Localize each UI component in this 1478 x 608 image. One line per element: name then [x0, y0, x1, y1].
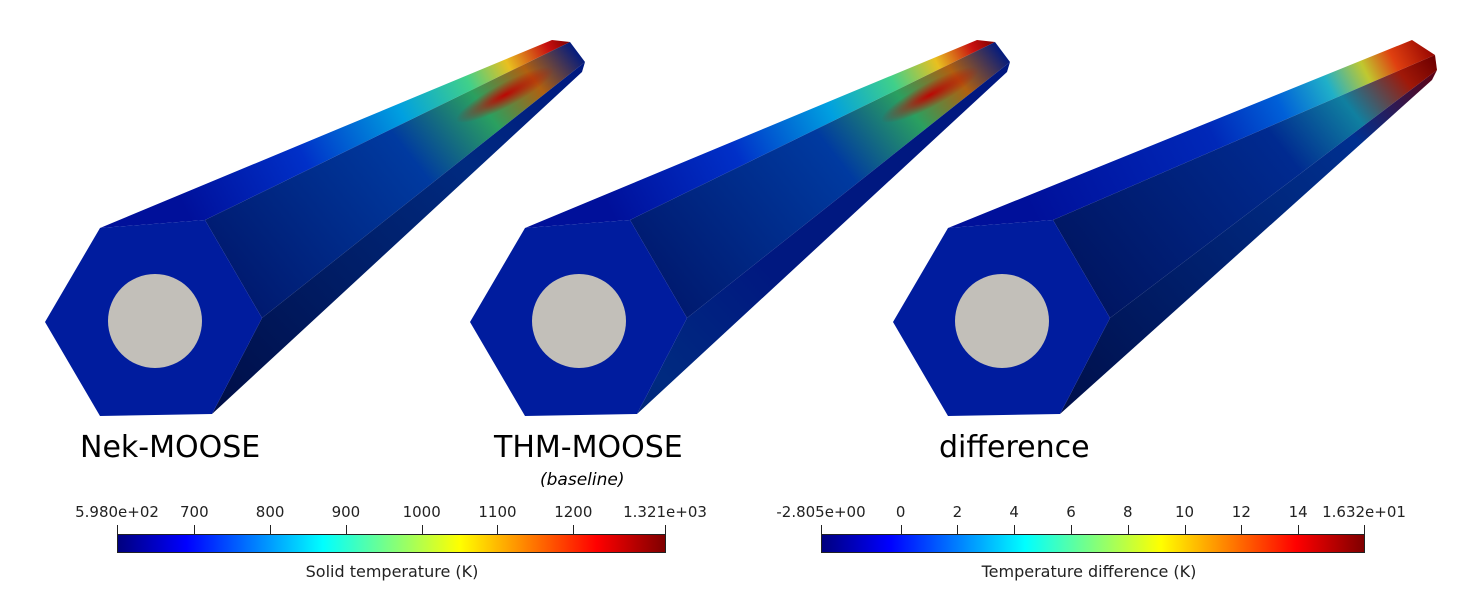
pin-hole [532, 274, 626, 368]
colorbar-tick [270, 525, 272, 534]
colorbar-tick [1184, 525, 1186, 534]
rod-bundle-renders [45, 40, 1437, 416]
colorbar-tick-label: 700 [179, 503, 209, 521]
duct-lower-side-face [1060, 70, 1437, 414]
colorbar-tick-label: -2.805e+00 [776, 503, 866, 521]
colorbar-tick-label: 6 [1066, 503, 1076, 521]
colorbar-tick-label: 1200 [554, 503, 593, 521]
colorbar-tick [900, 525, 902, 534]
duct-lower-side-face [637, 62, 1010, 414]
colorbar-tick [957, 525, 959, 534]
colorbar-tick-label: 900 [331, 503, 361, 521]
colorbar-gradient [821, 534, 1365, 553]
colorbar-tick [1070, 525, 1072, 534]
colorbar-tick-label: 1.321e+03 [623, 503, 707, 521]
colorbar-tick [345, 525, 347, 534]
colorbar-title: Solid temperature (K) [305, 562, 479, 581]
colorbar-tick-label: 1.632e+01 [1322, 503, 1406, 521]
panel-nek-moose-render [45, 40, 585, 416]
panel-difference-render [893, 40, 1437, 416]
colorbar-tick [421, 525, 423, 534]
duct-top-face [525, 40, 995, 228]
duct-lower-side-face [212, 62, 585, 414]
hot-spot [881, 67, 979, 123]
colorbar-tick [1127, 525, 1129, 534]
hot-spot [456, 67, 554, 123]
colorbar-tick-label: 4 [1009, 503, 1019, 521]
pin-hole [955, 274, 1049, 368]
panel-subtitle-baseline: (baseline) [540, 470, 625, 490]
panel-title-difference: difference [939, 430, 1090, 465]
colorbar-tick-label: 8 [1122, 503, 1133, 521]
panel-thm-moose-render [470, 40, 1010, 416]
colorbar-tick [497, 525, 499, 534]
colorbar-tick-label: 1100 [478, 503, 517, 521]
colorbar-gradient [117, 534, 666, 553]
pin-hole [108, 274, 202, 368]
colorbar-tick [1241, 525, 1243, 534]
colorbar-tick-label: 2 [952, 503, 963, 521]
colorbar-tick [1364, 525, 1365, 534]
duct-top-face [100, 40, 570, 228]
panel-title-nek-moose: Nek-MOOSE [80, 430, 261, 465]
colorbar-title: Temperature difference (K) [981, 562, 1197, 581]
colorbar-tick [665, 525, 666, 534]
colorbar-tick [821, 525, 822, 534]
colorbar-tick-label: 1000 [402, 503, 441, 521]
duct-upper-side-face [1053, 55, 1437, 318]
colorbar-tick-label: 0 [895, 503, 906, 521]
colorbar-tick [1298, 525, 1300, 534]
duct-top-face [948, 40, 1435, 228]
colorbar-tick-label: 10 [1175, 503, 1195, 521]
colorbar-tick [117, 525, 118, 534]
panel-title-thm-moose: THM-MOOSE [494, 430, 683, 465]
colorbar-tick [573, 525, 575, 534]
colorbar-tick-label: 14 [1288, 503, 1308, 521]
colorbar-tick [1014, 525, 1016, 534]
colorbar-tick-label: 5.980e+02 [75, 503, 159, 521]
colorbar-tick-label: 800 [255, 503, 285, 521]
colorbar-tick [194, 525, 196, 534]
colorbar-tick-label: 12 [1231, 503, 1251, 521]
